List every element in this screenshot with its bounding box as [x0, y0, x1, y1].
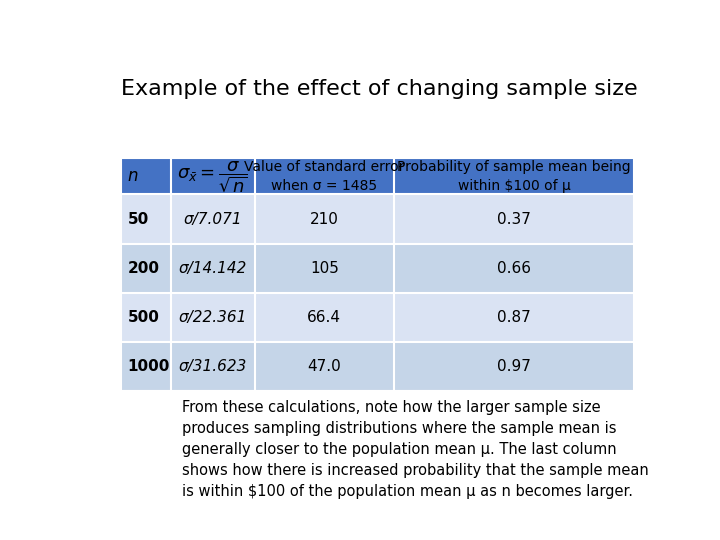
Text: 1000: 1000 — [127, 359, 170, 374]
Text: 105: 105 — [310, 261, 339, 276]
Text: Probability of sample mean being
within $100 of μ: Probability of sample mean being within … — [397, 160, 631, 193]
Text: From these calculations, note how the larger sample size
produces sampling distr: From these calculations, note how the la… — [182, 400, 649, 498]
Bar — [121, 158, 634, 194]
Text: 0.87: 0.87 — [498, 310, 531, 325]
Text: 50: 50 — [127, 212, 148, 227]
Text: n: n — [127, 167, 138, 185]
Text: 200: 200 — [127, 261, 159, 276]
Text: σ/7.071: σ/7.071 — [184, 212, 242, 227]
Text: 0.37: 0.37 — [497, 212, 531, 227]
Text: $\sigma_{\bar{x}} = \dfrac{\sigma}{\sqrt{n}}$: $\sigma_{\bar{x}} = \dfrac{\sigma}{\sqrt… — [177, 159, 248, 194]
Text: Example of the effect of changing sample size: Example of the effect of changing sample… — [121, 79, 637, 99]
Text: 210: 210 — [310, 212, 339, 227]
Text: 0.97: 0.97 — [497, 359, 531, 374]
Text: 47.0: 47.0 — [307, 359, 341, 374]
Text: 66.4: 66.4 — [307, 310, 341, 325]
Text: 0.66: 0.66 — [497, 261, 531, 276]
Text: σ/14.142: σ/14.142 — [179, 261, 247, 276]
Text: 500: 500 — [127, 310, 159, 325]
Text: σ/22.361: σ/22.361 — [179, 310, 247, 325]
Text: Value of standard error
when σ = 1485: Value of standard error when σ = 1485 — [244, 160, 405, 193]
Text: σ/31.623: σ/31.623 — [179, 359, 247, 374]
